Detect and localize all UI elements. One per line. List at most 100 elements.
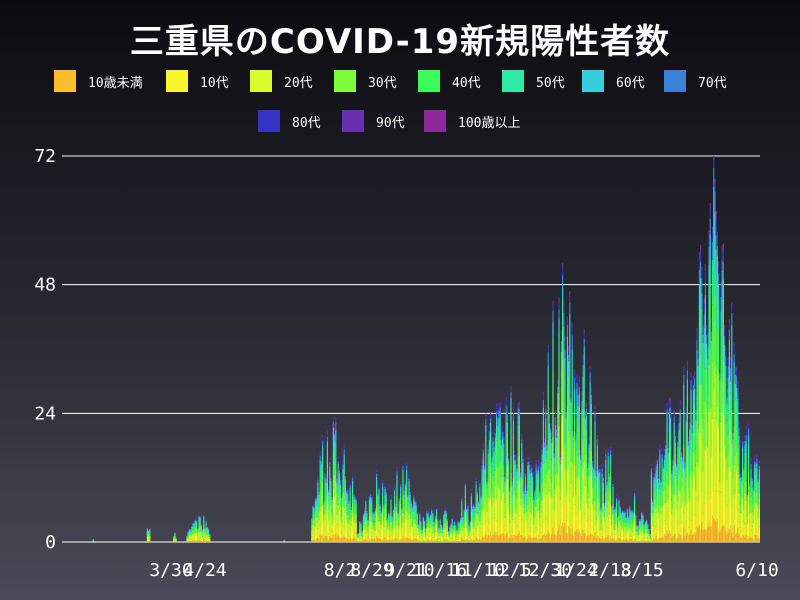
bar-segment [650,474,652,487]
legend-item[interactable]: 100歳以上 [424,110,520,132]
bar-segment [583,461,585,515]
bar-segment [713,186,715,215]
bar-segment [366,540,368,542]
legend-item[interactable]: 10歳未満 [54,70,143,92]
bar-segment [338,468,340,470]
legend-item[interactable]: 40代 [418,70,481,92]
bar-segment [480,532,482,541]
bar-segment [426,509,428,511]
bar-segment [682,476,684,486]
bar-segment [556,437,558,444]
bar-segment [752,514,754,523]
bar-segment [432,521,434,526]
bar-segment [523,488,525,491]
bar-segment [640,520,642,523]
legend-item[interactable]: 70代 [664,70,727,92]
bar-segment [334,474,336,497]
bar-segment [342,473,344,485]
bar-segment [371,534,373,539]
bar-segment [148,530,150,531]
legend-item[interactable]: 30代 [334,70,397,92]
bar-segment [738,421,740,423]
bar-segment [649,535,651,537]
bar-segment [392,508,394,510]
bar-segment [431,514,433,522]
bar-segment [535,461,537,465]
bar-segment [380,510,382,512]
bar-segment [389,525,391,531]
legend-item[interactable]: 20代 [250,70,313,92]
bar-segment [546,464,548,475]
bar-segment [640,525,642,528]
bar-segment [464,535,466,540]
bar-segment [493,470,495,482]
bar-segment [690,439,692,472]
legend-item[interactable]: 10代 [166,70,229,92]
bar-segment [482,475,484,489]
bar-segment [208,541,210,542]
bar-segment [631,524,633,532]
bar-segment [455,540,457,542]
bar-segment [750,513,752,531]
bar-segment [653,531,655,540]
bar-segment [581,392,583,395]
bar-segment [314,505,316,511]
bar-segment [446,536,448,540]
bar-segment [440,541,442,542]
bar-segment [469,520,471,521]
bar-segment [497,411,499,414]
legend-item[interactable]: 60代 [582,70,645,92]
bar-segment [398,510,400,518]
bar-segment [528,535,530,542]
bar-segment [715,235,717,250]
bar-segment [692,515,694,535]
bar-segment [689,452,691,475]
bar-segment [630,530,632,537]
bar-segment [554,493,556,516]
bar-segment [499,523,501,535]
bar-segment [672,465,674,472]
bar-segment [716,519,718,542]
bar-segment [577,406,579,415]
bar-segment [481,460,483,462]
bar-segment [684,505,686,531]
bar-segment [383,540,385,542]
bar-segment [445,528,447,537]
bar-segment [424,521,426,524]
legend-item[interactable]: 50代 [502,70,565,92]
bar-segment [654,473,656,479]
bar-segment [708,487,710,523]
bar-segment [698,501,700,526]
bar-segment [602,483,604,487]
bar-segment [475,479,477,481]
bar-segment [390,510,392,516]
bar-segment [208,539,210,542]
bar-segment [713,167,715,187]
bar-segment [498,536,500,542]
bar-segment [626,508,628,511]
bar-segment [371,497,373,500]
bar-segment [494,444,496,455]
legend-label: 10歳未満 [88,75,143,91]
bar-segment [373,539,375,542]
legend-item[interactable]: 90代 [342,110,405,132]
bar-segment [493,452,495,460]
bar-segment [500,534,502,542]
bar-segment [536,498,538,512]
bar-segment [504,477,506,482]
bar-segment [365,516,367,521]
bar-segment [540,466,542,475]
bar-segment [685,410,687,414]
bar-segment [664,520,666,535]
bar-segment [386,539,388,542]
bar-segment [391,519,393,525]
legend-item[interactable]: 80代 [258,110,321,132]
bar-segment [602,475,604,477]
bar-segment [174,541,176,542]
bar-segment [714,520,716,542]
bar-segment [569,291,571,292]
bar-segment [683,418,685,444]
bar-segment [432,516,434,522]
bar-segment [454,532,456,539]
bar-segment [739,538,741,542]
